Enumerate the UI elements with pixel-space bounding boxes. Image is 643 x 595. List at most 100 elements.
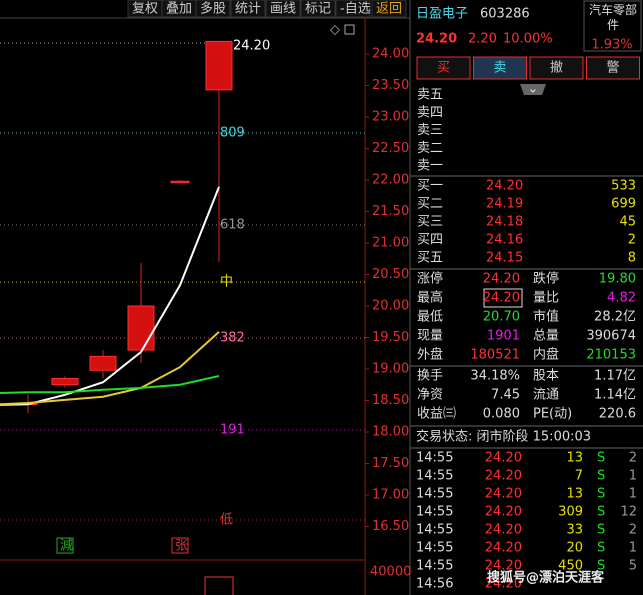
bid-label: 买一 — [417, 179, 443, 194]
stat-value: 210153 — [586, 348, 636, 363]
tick-price: 24.20 — [485, 541, 522, 556]
bid-volume: 2 — [628, 233, 636, 248]
bid-label: 买五 — [417, 251, 443, 266]
y-tick-label: 19.50 — [372, 330, 409, 345]
stat-value: 1.14亿 — [594, 388, 636, 403]
tick-price: 24.20 — [485, 577, 522, 592]
tick-volume: 20 — [566, 541, 583, 556]
tick-side: S — [597, 541, 605, 556]
toolbar-button[interactable] — [230, 0, 266, 18]
level-label: 809 — [220, 126, 245, 141]
volume-tick-label: 40000 — [370, 565, 411, 580]
stat-label: 内盘 — [533, 347, 559, 363]
level-label: 低 — [220, 513, 233, 528]
stat-label: 现量 — [417, 329, 443, 344]
toolbar-button[interactable] — [195, 0, 231, 18]
stock-code: 603286 — [480, 7, 530, 22]
stat-label: 最低 — [417, 310, 443, 325]
tick-time: 14:55 — [416, 487, 453, 502]
ask-label: 卖三 — [417, 123, 443, 138]
y-tick-label: 19.00 — [372, 362, 409, 377]
tick-volume: 33 — [566, 523, 583, 538]
toolbar-button[interactable] — [265, 0, 301, 18]
y-tick-label: 22.50 — [372, 141, 409, 156]
action-label: 警 — [606, 60, 619, 76]
y-tick-label: 16.50 — [372, 519, 409, 534]
bid-price: 24.19 — [486, 197, 523, 212]
collapse-icon[interactable]: ⌄ — [528, 82, 539, 97]
y-tick-label: 17.00 — [372, 488, 409, 503]
bid-label: 买四 — [417, 233, 443, 248]
tick-price: 24.20 — [485, 487, 522, 502]
stat-label: 换手 — [417, 369, 443, 384]
ma-line — [0, 331, 220, 406]
tick-price: 24.20 — [485, 523, 522, 538]
y-tick-label: 23.50 — [372, 78, 409, 93]
tick-side: S — [597, 559, 605, 574]
stat-label: 收益㈢ — [417, 407, 456, 422]
stat-value: 220.6 — [599, 407, 636, 422]
action-button[interactable] — [529, 56, 584, 80]
stat-label: 净资 — [417, 388, 443, 403]
ask-label: 卖五 — [417, 88, 443, 103]
action-button[interactable] — [586, 56, 640, 80]
high-box — [483, 288, 523, 308]
tick-volume: 309 — [558, 505, 583, 520]
stat-value: 1901 — [487, 329, 520, 344]
action-label: 撤 — [550, 60, 563, 76]
bid-price: 24.18 — [486, 215, 523, 230]
bid-volume: 8 — [628, 251, 636, 266]
toolbar-button[interactable] — [335, 0, 371, 18]
toolbar-label: 复权 — [132, 1, 158, 17]
tick-count: 1 — [629, 487, 637, 502]
bid-volume: 699 — [611, 197, 636, 212]
stat-value: 7.45 — [491, 388, 520, 403]
y-tick-label: 20.00 — [372, 299, 409, 314]
tick-count: 2 — [629, 523, 637, 538]
y-tick-label: 22.00 — [372, 173, 409, 188]
stock-name: 日盈电子 — [416, 7, 468, 22]
toolbar-button[interactable] — [300, 0, 336, 18]
y-tick-label: 21.00 — [372, 236, 409, 251]
toolbar-label: 标记 — [305, 2, 331, 17]
toolbar-button[interactable] — [371, 0, 407, 18]
tick-time: 14:55 — [416, 541, 453, 556]
action-label: 卖 — [493, 61, 506, 76]
stat-value: 180521 — [470, 348, 520, 363]
action-button[interactable] — [473, 56, 527, 80]
marker-box — [56, 537, 74, 554]
stat-label: 外盘 — [417, 347, 443, 363]
candle-body — [89, 355, 117, 371]
tick-count: 12 — [620, 505, 637, 520]
toolbar-label: 画线 — [270, 2, 296, 17]
stat-label: 量比 — [533, 291, 559, 306]
tick-side: S — [597, 487, 605, 502]
toolbar-label: 叠加 — [166, 2, 192, 17]
y-tick-label: 20.50 — [372, 267, 409, 282]
tick-price: 24.20 — [485, 559, 522, 574]
marker: 減 — [60, 538, 73, 554]
tick-side: S — [597, 505, 605, 520]
tick-price: 24.20 — [485, 451, 522, 466]
bid-volume: 45 — [619, 215, 636, 230]
level-label: 382 — [220, 331, 245, 346]
action-button[interactable] — [416, 56, 471, 80]
stat-value: 24.20 — [483, 272, 520, 287]
stat-value: 0.080 — [483, 407, 520, 422]
stat-value: 20.70 — [483, 310, 520, 325]
level-label: 中 — [220, 275, 233, 290]
candle-body — [127, 305, 155, 351]
ask-label: 卖四 — [417, 105, 443, 120]
change-pct: 10.00% — [503, 32, 553, 47]
watermark: 搜狐号@漂泊天涯客 — [487, 570, 605, 586]
tick-volume: 13 — [566, 487, 583, 502]
ask-label: 卖一 — [417, 159, 443, 174]
stat-value: 4.82 — [607, 291, 636, 306]
toolbar-label: -自选 — [340, 2, 371, 17]
stat-value: 1.17亿 — [594, 369, 636, 384]
ma-line — [0, 374, 220, 394]
collapse-tab[interactable] — [520, 84, 546, 95]
tick-count: 5 — [629, 559, 637, 574]
